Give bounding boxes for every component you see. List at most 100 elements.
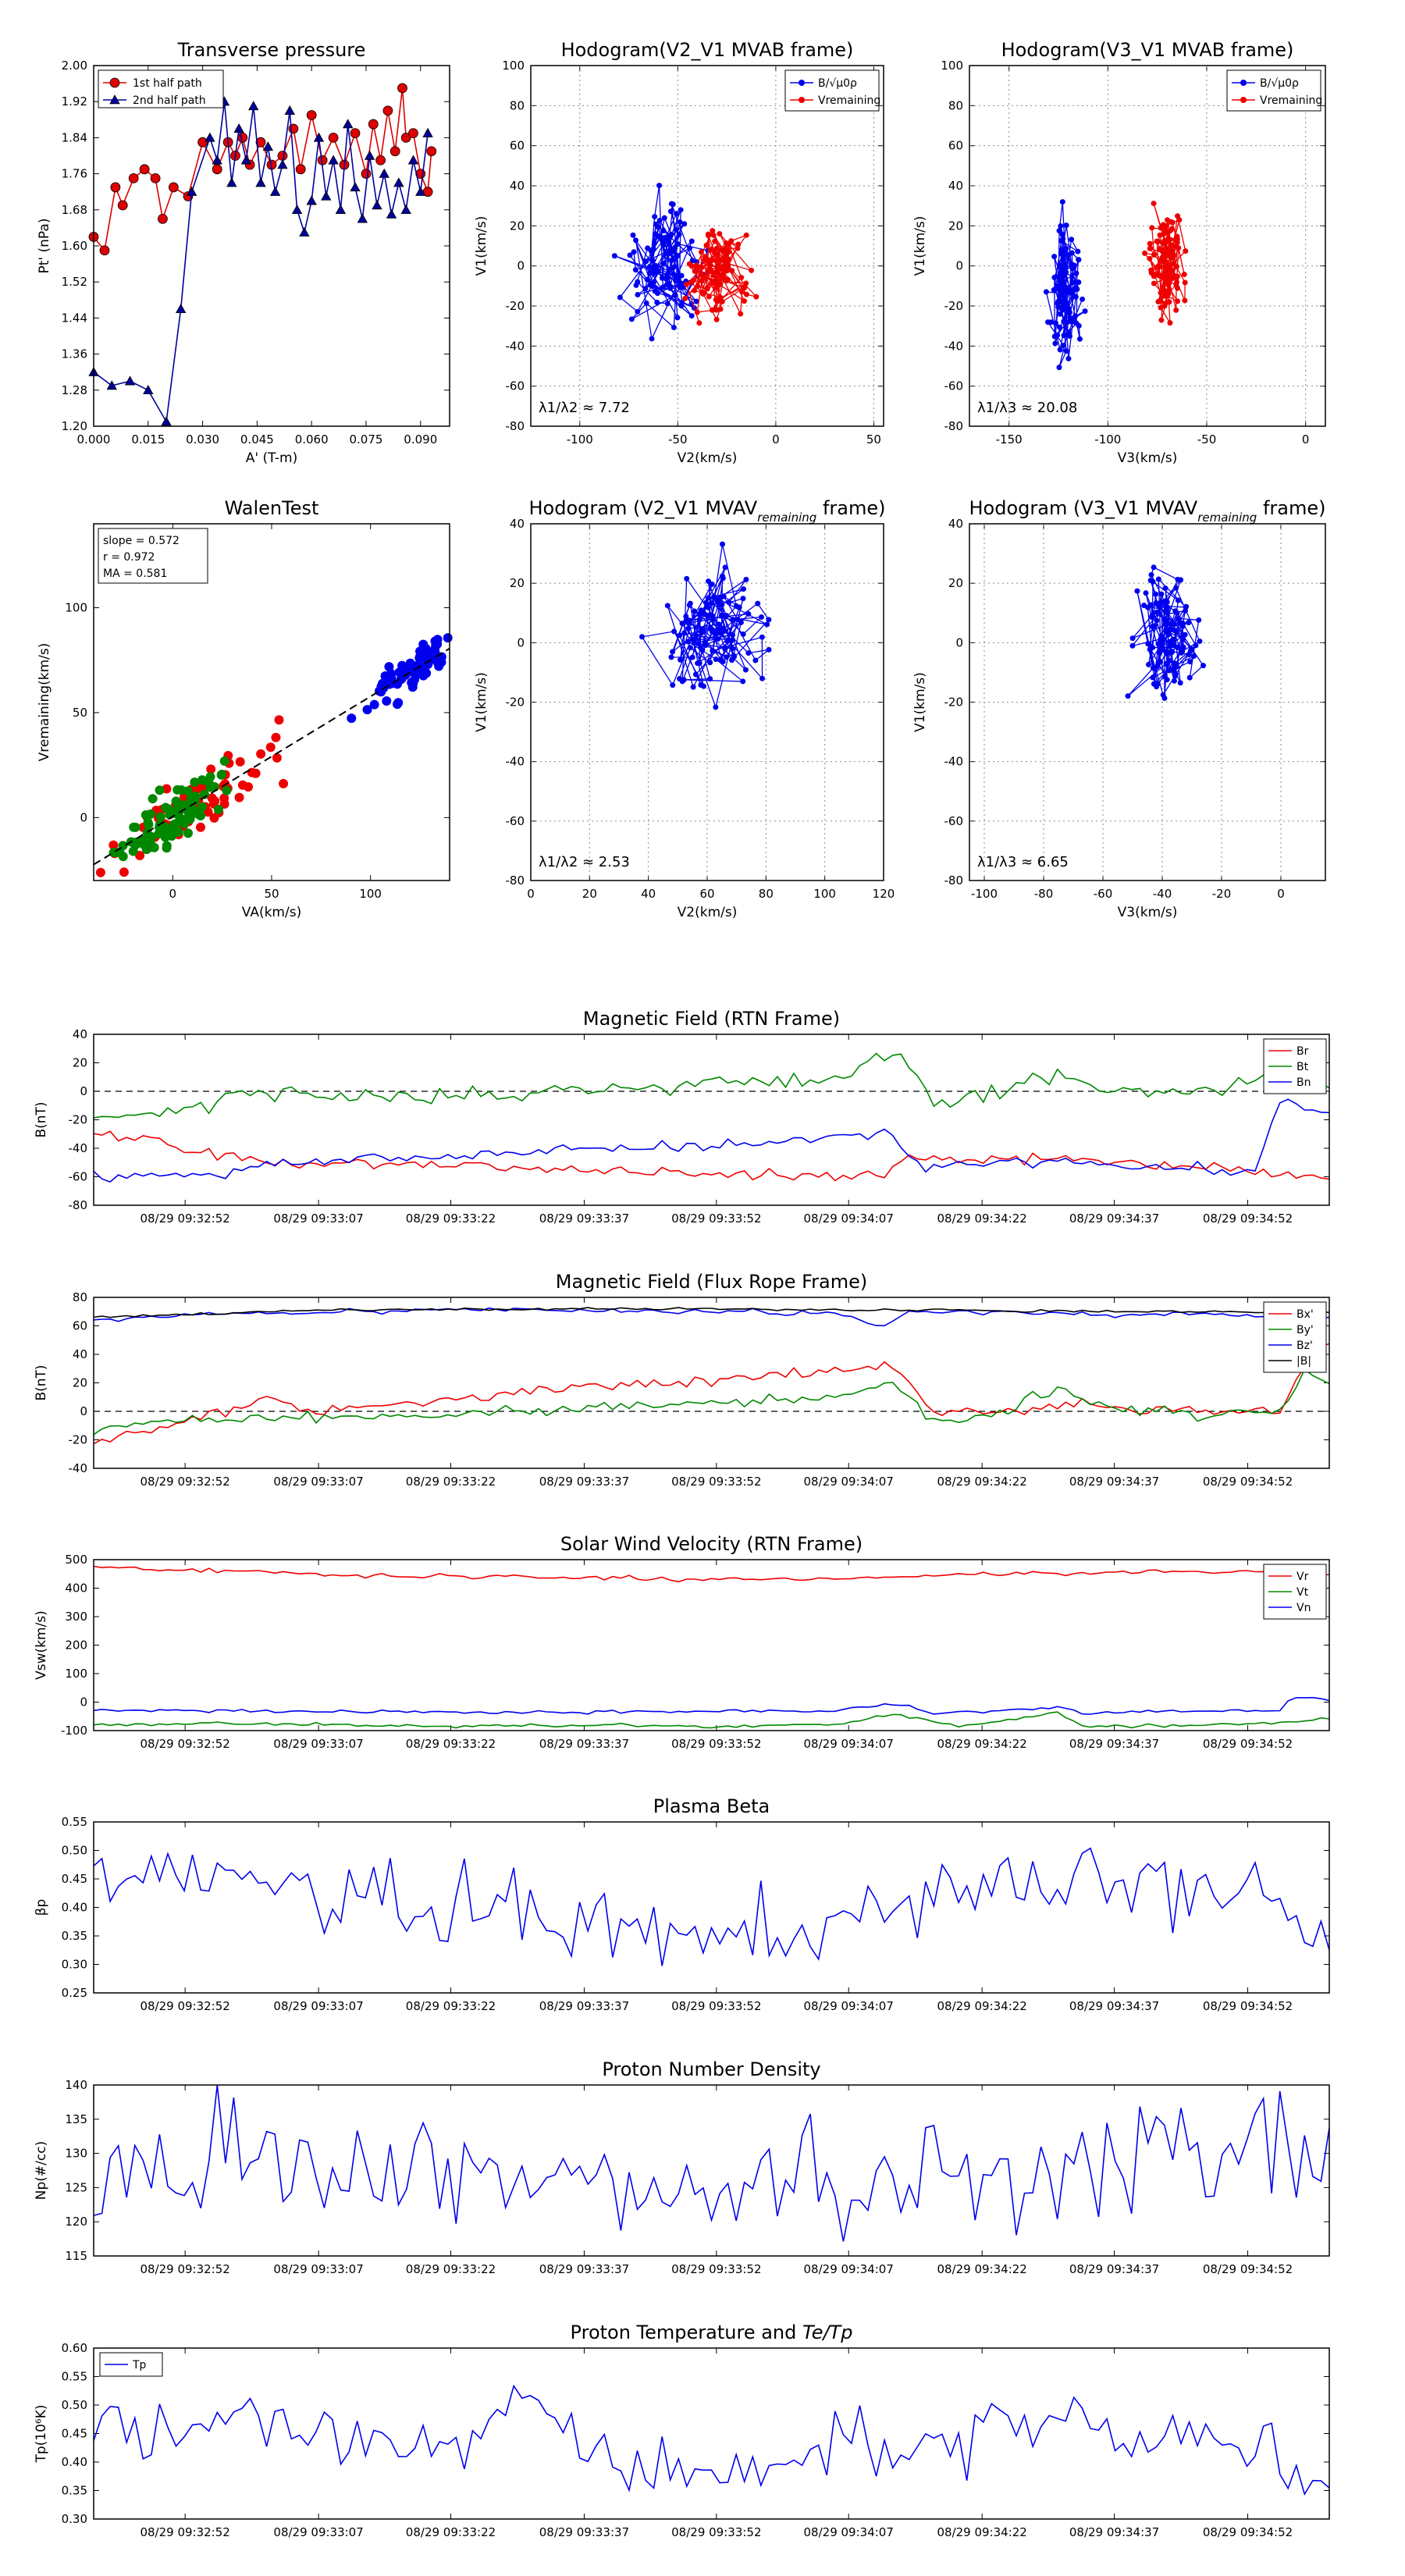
data-point (652, 214, 658, 220)
y-tick-label: 140 (65, 2078, 87, 2092)
x-tick-label: 08/29 09:34:37 (1069, 2525, 1159, 2539)
data-point (766, 617, 772, 623)
data-point (1056, 324, 1062, 330)
data-point (1155, 299, 1161, 305)
data-point (1043, 289, 1049, 295)
data-point (173, 827, 183, 837)
series-blue (639, 541, 772, 710)
plot-frame (93, 65, 450, 427)
x-tick-label: 08/29 09:33:07 (273, 1737, 363, 1751)
data-point (698, 607, 704, 614)
data-point (1149, 612, 1155, 618)
data-point (1168, 245, 1174, 251)
data-point (738, 311, 744, 317)
chart-np: Proton Number Density 115 120 125 130 135 140 0… (34, 2058, 1330, 2276)
data-point (206, 764, 216, 774)
x-axis-label: V3(km/s) (1118, 450, 1178, 466)
data-point (684, 575, 690, 582)
y-tick-label: 20 (73, 1056, 87, 1070)
data-point (1075, 248, 1081, 254)
x-axis-label: V3(km/s) (1118, 905, 1178, 920)
legend: Tp (99, 2352, 163, 2377)
data-point (1180, 636, 1186, 642)
data-point (1165, 282, 1172, 288)
data-point (397, 83, 407, 94)
data-point (400, 132, 411, 143)
data-point (1065, 355, 1072, 361)
data-point (1061, 333, 1067, 339)
data-point (1172, 673, 1179, 679)
data-point (1072, 294, 1079, 300)
data-point (661, 260, 667, 266)
data-point (248, 101, 259, 111)
y-tick-label: 500 (65, 1553, 87, 1567)
data-point (707, 660, 713, 666)
chart-title: Transverse pressure (177, 39, 366, 61)
x-tick-label: -20 (1212, 887, 1232, 901)
data-point (685, 625, 692, 632)
data-point (288, 123, 299, 134)
data-point (661, 215, 667, 221)
data-point (1173, 585, 1179, 591)
data-point (695, 283, 701, 290)
data-point (674, 211, 680, 217)
data-point (1150, 674, 1156, 681)
series-green (108, 756, 232, 862)
data-point (1147, 245, 1153, 251)
data-point (1176, 217, 1183, 223)
data-point (1167, 320, 1173, 326)
legend: Bx' By' Bz' |B| (1263, 1301, 1327, 1373)
data-point (108, 840, 119, 850)
data-point (715, 636, 721, 642)
x-tick-label: 08/29 09:34:37 (1069, 1999, 1159, 2013)
x-tick-label: 08/29 09:33:07 (273, 1475, 363, 1489)
data-point (109, 77, 120, 88)
data-point (738, 619, 744, 625)
data-point (1051, 274, 1058, 280)
x-tick-label: 08/29 09:33:37 (539, 1999, 629, 2013)
legend-label: |B| (1297, 1355, 1311, 1368)
x-tick-label: 08/29 09:34:07 (804, 2262, 894, 2276)
data-point (1148, 571, 1154, 578)
chart-title: WalenTest (225, 497, 319, 519)
series-vremaining (1142, 201, 1189, 326)
data-point (1180, 644, 1186, 650)
data-point (1071, 262, 1077, 269)
data-point (1159, 646, 1165, 653)
data-point (633, 237, 639, 244)
data-point (244, 782, 254, 792)
data-point (714, 263, 720, 269)
data-point (714, 298, 720, 304)
x-tick-label: 08/29 09:33:52 (671, 1999, 761, 2013)
data-point (1187, 659, 1193, 665)
x-tick-label: 0 (772, 432, 780, 447)
x-tick-label: -50 (1197, 432, 1217, 447)
data-point (681, 630, 688, 636)
data-point (1067, 309, 1073, 315)
data-point (393, 698, 404, 708)
data-point (656, 233, 662, 239)
stats-line: MA = 0.581 (103, 568, 167, 580)
legend-label: Vremaining (1260, 94, 1322, 107)
data-point (1150, 665, 1156, 671)
data-point (766, 646, 772, 653)
data-point (143, 384, 154, 395)
data-point (1160, 692, 1166, 698)
data-point (321, 190, 332, 201)
data-point (1166, 639, 1172, 645)
y-axis-label: Np(#/cc) (34, 2141, 49, 2200)
data-point (183, 809, 194, 820)
data-point (672, 244, 678, 251)
data-point (174, 816, 184, 826)
data-point (635, 292, 641, 298)
data-point (162, 784, 172, 794)
series-np-line (93, 2084, 1330, 2242)
data-point (1052, 340, 1058, 347)
x-tick-label: 0.000 (77, 432, 111, 447)
data-point (362, 705, 372, 715)
data-point (1166, 271, 1172, 277)
x-tick-label: 08/29 09:34:22 (937, 2525, 1026, 2539)
data-point (233, 123, 244, 133)
data-point (213, 804, 223, 814)
